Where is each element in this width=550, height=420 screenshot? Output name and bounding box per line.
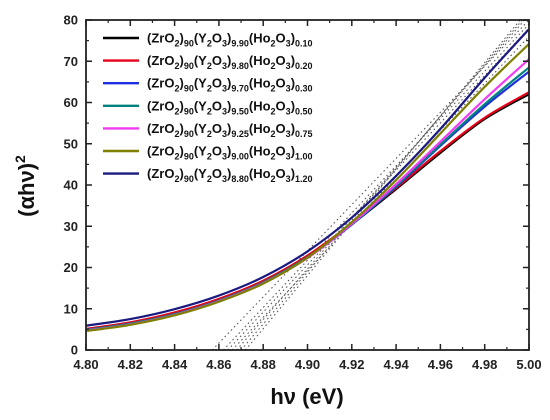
tangent-line-6 xyxy=(240,20,523,350)
tangent-line-3 xyxy=(227,27,529,350)
x-tick-label: 4.90 xyxy=(295,357,320,372)
x-tick-label: 4.92 xyxy=(339,357,364,372)
series-line-7 xyxy=(86,28,529,327)
legend-entry-7: (ZrO2)90(Y2O3)8.80(Ho2O3)1.20 xyxy=(103,166,313,184)
series-line-6 xyxy=(86,43,529,333)
legend-label: (ZrO2)90(Y2O3)9.00(Ho2O3)1.00 xyxy=(147,144,313,162)
y-tick-label: 60 xyxy=(64,95,78,110)
x-tick-label: 4.94 xyxy=(383,357,409,372)
tangent-line-2 xyxy=(222,23,529,350)
x-axis-title: hν (eV) xyxy=(270,384,343,409)
legend-entry-1: (ZrO2)90(Y2O3)9.90(Ho2O3)0.10 xyxy=(103,31,313,49)
legend-label: (ZrO2)90(Y2O3)9.25(Ho2O3)0.75 xyxy=(147,121,313,139)
y-tick-label: 80 xyxy=(64,13,78,28)
y-tick-label: 40 xyxy=(64,178,78,193)
legend-label: (ZrO2)90(Y2O3)8.80(Ho2O3)1.20 xyxy=(147,166,313,184)
y-axis-title-exponent: 2 xyxy=(12,155,28,163)
y-tick-label: 0 xyxy=(71,343,78,358)
x-tick-label: 4.88 xyxy=(251,357,276,372)
legend-label: (ZrO2)90(Y2O3)9.80(Ho2O3)0.20 xyxy=(147,53,313,71)
tangent-line-1 xyxy=(211,20,529,350)
x-tick-label: 4.80 xyxy=(73,357,98,372)
tangent-lines xyxy=(211,20,529,350)
x-tick-label: 5.00 xyxy=(516,357,541,372)
x-tick-label: 4.98 xyxy=(472,357,497,372)
legend-label: (ZrO2)90(Y2O3)9.70(Ho2O3)0.30 xyxy=(147,76,313,94)
svg-text:(αhν)2: (αhν)2 xyxy=(12,155,39,217)
x-tick-label: 4.82 xyxy=(118,357,143,372)
y-tick-label: 30 xyxy=(64,219,78,234)
y-tick-label: 50 xyxy=(64,136,78,151)
y-axis-title-main: (αhν) xyxy=(14,163,39,217)
x-tick-label: 4.96 xyxy=(428,357,453,372)
tangent-line-5 xyxy=(236,20,525,350)
legend-label: (ZrO2)90(Y2O3)9.90(Ho2O3)0.10 xyxy=(147,31,313,49)
axis-ticks xyxy=(85,19,530,351)
y-axis-title: (αhν)2 xyxy=(12,155,39,217)
series-lines xyxy=(86,28,529,333)
x-tick-label: 4.86 xyxy=(206,357,231,372)
legend-label: (ZrO2)90(Y2O3)9.50(Ho2O3)0.50 xyxy=(147,98,313,116)
tick-labels: 4.80 4.82 4.84 4.86 4.88 4.90 4.92 4.94 4.96 4.98… xyxy=(64,13,542,373)
series-line-2 xyxy=(86,91,529,331)
y-tick-label: 20 xyxy=(64,260,78,275)
y-tick-label: 70 xyxy=(64,54,78,69)
legend-entry-2: (ZrO2)90(Y2O3)9.80(Ho2O3)0.20 xyxy=(103,53,313,71)
x-tick-label: 4.84 xyxy=(162,357,188,372)
legend: (ZrO2)90(Y2O3)9.90(Ho2O3)0.10 (ZrO2)90(Y2… xyxy=(103,31,313,184)
y-tick-label: 10 xyxy=(64,301,78,316)
legend-entry-4: (ZrO2)90(Y2O3)9.50(Ho2O3)0.50 xyxy=(103,98,313,116)
legend-entry-5: (ZrO2)90(Y2O3)9.25(Ho2O3)0.75 xyxy=(103,121,313,139)
legend-entry-6: (ZrO2)90(Y2O3)9.00(Ho2O3)1.00 xyxy=(103,144,313,162)
legend-entry-3: (ZrO2)90(Y2O3)9.70(Ho2O3)0.30 xyxy=(103,76,313,94)
